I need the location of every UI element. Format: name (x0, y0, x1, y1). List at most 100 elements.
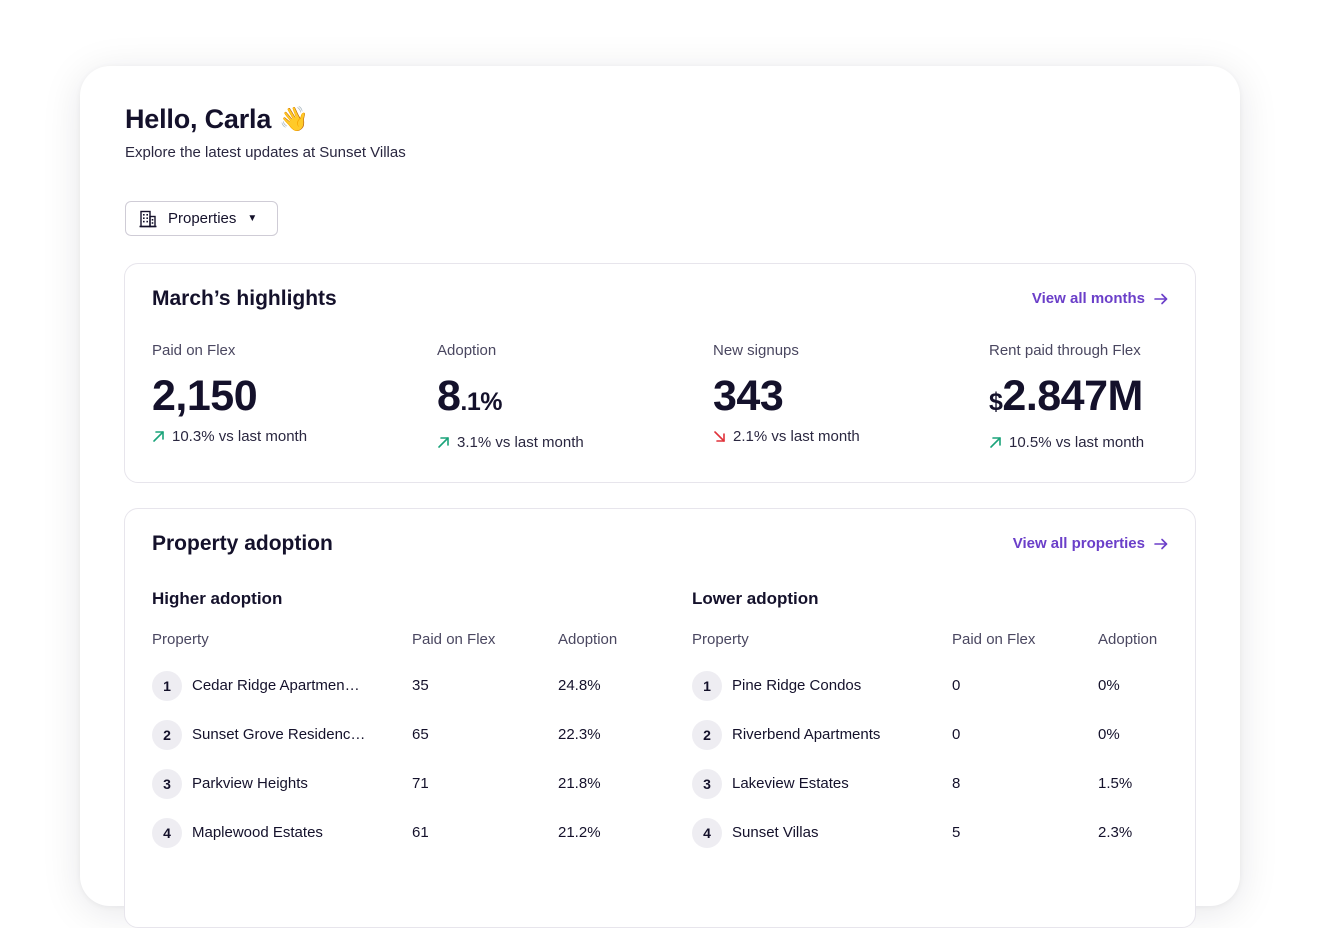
table-row[interactable]: 3 Lakeview Estates 8 1.5% (692, 759, 1169, 808)
highlights-panel: March’s highlights View all months Paid … (124, 263, 1196, 483)
stat-change-text: 2.1% vs last month (733, 428, 860, 445)
paid-on-flex-cell: 35 (412, 677, 429, 694)
rank-badge: 1 (152, 670, 182, 701)
property-cell: 1 Cedar Ridge Apartmen… (152, 670, 412, 701)
table-body: 1 Cedar Ridge Apartmen… 35 24.8% 2 Sunset Gro… (152, 661, 629, 857)
table-row[interactable]: 1 Pine Ridge Condos 0 0% (692, 661, 1169, 710)
properties-dropdown-label: Properties (168, 210, 237, 227)
table-row[interactable]: 4 Sunset Villas 5 2.3% (692, 808, 1169, 857)
stat-change: 3.1% vs last month (437, 434, 584, 451)
property-name: Lakeview Estates (732, 775, 849, 792)
stat-paid-on-flex: Paid on Flex 2,150 10.3% vs last month (152, 342, 307, 445)
table-header: Property Paid on Flex Adoption (692, 627, 1169, 651)
table-row[interactable]: 2 Riverbend Apartments 0 0% (692, 710, 1169, 759)
stat-change-text: 10.3% vs last month (172, 428, 308, 445)
stat-change-text: 10.5% vs last month (1009, 434, 1145, 451)
rank-badge: 4 (692, 817, 722, 848)
arrow-right-icon (1154, 538, 1168, 549)
property-cell: 1 Pine Ridge Condos (692, 670, 952, 701)
arrow-right-icon (1154, 293, 1168, 304)
dashboard-card: Hello, Carla 👋 Explore the latest update… (80, 66, 1240, 928)
paid-on-flex-cell: 8 (952, 775, 961, 792)
column-header-paid: Paid on Flex (412, 630, 496, 648)
stat-change: 2.1% vs last month (713, 428, 860, 445)
greeting-text: Hello, Carla (125, 104, 272, 134)
greeting-subtitle: Explore the latest updates at Sunset Vil… (125, 144, 406, 161)
property-name: Maplewood Estates (192, 824, 323, 841)
property-adoption-panel: Property adoption View all properties Hi… (124, 508, 1196, 928)
adoption-cell: 24.8% (558, 677, 601, 694)
rank-badge: 2 (692, 719, 722, 750)
table-row[interactable]: 2 Sunset Grove Residenc… 65 22.3% (152, 710, 629, 759)
rank-badge: 4 (152, 817, 182, 848)
stat-value-main: 2,150 (152, 372, 258, 420)
property-cell: 4 Maplewood Estates (152, 817, 412, 848)
view-all-months-link[interactable]: View all months (1032, 290, 1169, 307)
property-cell: 2 Riverbend Apartments (692, 719, 952, 750)
greeting-heading: Hello, Carla 👋 (125, 104, 309, 135)
rank-badge: 2 (152, 719, 182, 750)
stat-label: Adoption (437, 342, 497, 359)
view-all-properties-label: View all properties (1012, 535, 1145, 552)
stat-adoption: Adoption 8.1% 3.1% vs last month (437, 342, 584, 451)
stat-value-prefix: $ (989, 388, 1003, 416)
view-all-months-label: View all months (1031, 290, 1145, 307)
stat-value: 343 (713, 373, 860, 419)
higher-adoption-title: Higher adoption (152, 589, 283, 608)
adoption-cell: 0% (1098, 726, 1120, 743)
table-body: 1 Pine Ridge Condos 0 0% 2 Riverbend Apartmen… (692, 661, 1169, 857)
adoption-cell: 22.3% (558, 726, 601, 743)
table-row[interactable]: 4 Maplewood Estates 61 21.2% (152, 808, 629, 857)
view-all-properties-link[interactable]: View all properties (1013, 535, 1169, 552)
paid-on-flex-cell: 65 (412, 726, 429, 743)
table-row[interactable]: 3 Parkview Heights 71 21.8% (152, 759, 629, 808)
stat-change-text: 3.1% vs last month (457, 434, 584, 451)
rank-badge: 3 (152, 768, 182, 799)
stat-label: Paid on Flex (152, 342, 236, 359)
stat-change: 10.5% vs last month (989, 434, 1144, 451)
trend-up-icon (153, 431, 164, 442)
paid-on-flex-cell: 5 (952, 824, 961, 841)
lower-adoption-table: Property Paid on Flex Adoption 1 Pine Rid… (692, 627, 1169, 857)
trend-down-icon (714, 431, 725, 442)
property-name: Riverbend Apartments (732, 726, 881, 743)
stat-change: 10.3% vs last month (152, 428, 307, 445)
adoption-cell: 21.8% (558, 775, 601, 792)
stat-value: 8.1% (437, 373, 584, 425)
paid-on-flex-cell: 61 (412, 824, 429, 841)
stat-value: $2.847M (989, 373, 1144, 425)
property-name: Sunset Grove Residenc… (192, 726, 366, 743)
table-row[interactable]: 1 Cedar Ridge Apartmen… 35 24.8% (152, 661, 629, 710)
higher-adoption-table: Property Paid on Flex Adoption 1 Cedar Ri… (152, 627, 629, 857)
paid-on-flex-cell: 0 (952, 677, 961, 694)
caret-down-icon: ▼ (247, 213, 258, 224)
stat-value-main: 8 (437, 372, 461, 420)
adoption-cell: 21.2% (558, 824, 601, 841)
adoption-cell: 1.5% (1098, 775, 1133, 792)
wave-emoji-icon: 👋 (279, 105, 309, 133)
stat-value-main: 2.847M (1002, 372, 1143, 420)
stat-new-signups: New signups 343 2.1% vs last month (713, 342, 860, 445)
property-cell: 4 Sunset Villas (692, 817, 952, 848)
stat-rent-paid: Rent paid through Flex $2.847M 10.5% vs … (989, 342, 1144, 451)
column-header-property: Property (692, 630, 749, 648)
property-cell: 2 Sunset Grove Residenc… (152, 719, 412, 750)
trend-up-icon (438, 437, 449, 448)
properties-dropdown[interactable]: Properties ▼ (125, 201, 278, 236)
column-header-adoption: Adoption (1098, 630, 1158, 648)
property-name: Pine Ridge Condos (732, 677, 862, 694)
lower-adoption-title: Lower adoption (692, 589, 819, 608)
adoption-cell: 2.3% (1098, 824, 1133, 841)
stat-value-suffix: .1% (460, 388, 503, 416)
table-header: Property Paid on Flex Adoption (152, 627, 629, 651)
paid-on-flex-cell: 0 (952, 726, 961, 743)
stat-value: 2,150 (152, 373, 307, 419)
building-icon (138, 209, 158, 229)
column-header-paid: Paid on Flex (952, 630, 1036, 648)
adoption-cell: 0% (1098, 677, 1120, 694)
rank-badge: 3 (692, 768, 722, 799)
property-name: Cedar Ridge Apartmen… (192, 677, 360, 694)
stat-label: New signups (713, 342, 799, 359)
stat-value-main: 343 (713, 372, 784, 420)
rank-badge: 1 (692, 670, 722, 701)
